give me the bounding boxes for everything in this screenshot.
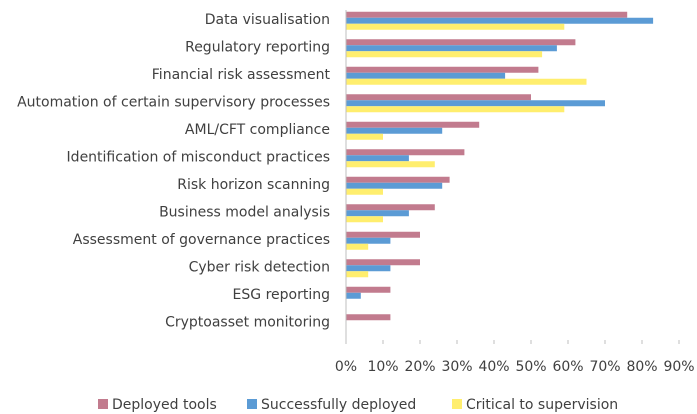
legend-label: Successfully deployed	[261, 397, 416, 413]
bar	[346, 127, 443, 134]
bar	[346, 216, 383, 223]
y-tick-label: Cyber risk detection	[189, 259, 330, 275]
bar	[346, 66, 539, 73]
x-tick-label: 30%	[441, 359, 472, 375]
bar	[346, 182, 443, 189]
x-tick-label: 20%	[404, 359, 435, 375]
bar	[346, 314, 391, 321]
bar	[346, 94, 531, 101]
y-tick-label: Assessment of governance practices	[73, 232, 330, 248]
bar	[346, 45, 557, 52]
y-tick-label: ESG reporting	[233, 287, 330, 303]
legend-label: Deployed tools	[112, 397, 217, 413]
bar	[346, 243, 369, 250]
bar	[346, 259, 420, 266]
x-tick-label: 0%	[335, 359, 357, 375]
x-tick-label: 70%	[589, 359, 620, 375]
y-tick-label: Financial risk assessment	[152, 67, 331, 83]
bar	[346, 155, 409, 162]
bar	[346, 161, 435, 168]
legend-swatch	[98, 399, 108, 409]
bar	[346, 286, 391, 293]
legend-swatch	[452, 399, 462, 409]
bar	[346, 188, 383, 195]
bar	[346, 133, 383, 140]
bar	[346, 121, 480, 128]
x-tick-label: 50%	[515, 359, 546, 375]
bar	[346, 78, 587, 85]
bar	[346, 23, 565, 30]
y-tick-label: Business model analysis	[159, 204, 330, 220]
bar	[346, 271, 369, 278]
bar	[346, 11, 628, 18]
x-tick-label: 40%	[478, 359, 509, 375]
y-tick-label: Regulatory reporting	[185, 39, 330, 55]
x-tick-label: 10%	[367, 359, 398, 375]
x-tick-label: 80%	[626, 359, 657, 375]
y-tick-label: Automation of certain supervisory proces…	[17, 94, 330, 110]
y-tick-label: Risk horizon scanning	[177, 177, 330, 193]
bar	[346, 72, 506, 79]
bar	[346, 39, 576, 46]
bar	[346, 51, 543, 58]
x-tick-label: 90%	[663, 359, 694, 375]
bar	[346, 231, 420, 238]
bar	[346, 210, 409, 217]
y-tick-label: Data visualisation	[205, 12, 330, 28]
x-tick-label: 60%	[552, 359, 583, 375]
bar	[346, 204, 435, 211]
bar	[346, 17, 654, 24]
bar	[346, 100, 605, 107]
y-tick-label: Identification of misconduct practices	[67, 149, 330, 165]
bar	[346, 292, 361, 299]
bar	[346, 237, 391, 244]
bar	[346, 265, 391, 272]
y-tick-label: AML/CFT compliance	[185, 122, 330, 138]
bar	[346, 176, 450, 183]
legend-swatch	[247, 399, 257, 409]
legend-label: Critical to supervision	[466, 397, 618, 413]
bar	[346, 106, 565, 113]
bar	[346, 149, 465, 156]
y-tick-label: Cryptoasset monitoring	[165, 314, 330, 330]
